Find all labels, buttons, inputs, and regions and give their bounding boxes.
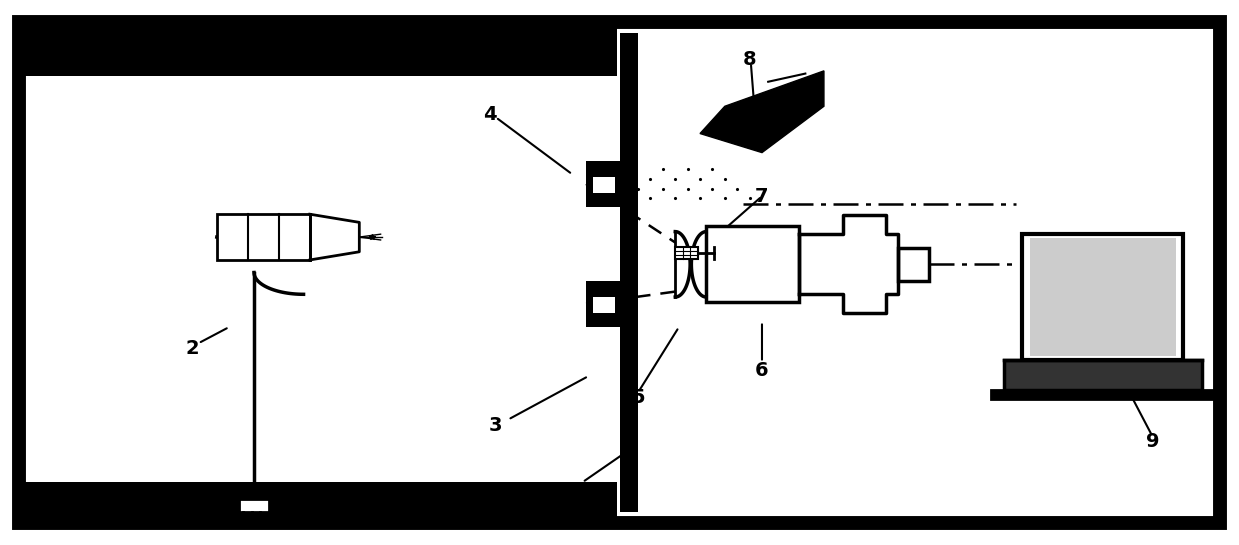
Bar: [217, 214, 310, 260]
Text: 9: 9: [1146, 432, 1158, 451]
Bar: [25, 482, 617, 520]
Text: 4: 4: [483, 105, 496, 124]
Text: 1: 1: [576, 481, 589, 500]
Bar: [586, 281, 620, 327]
Bar: [239, 499, 269, 512]
Bar: [991, 390, 1214, 399]
Bar: [706, 226, 799, 302]
Text: 5: 5: [632, 389, 644, 407]
Text: 3: 3: [489, 416, 502, 434]
Bar: [593, 177, 615, 193]
Bar: [25, 25, 617, 76]
Text: 8: 8: [743, 51, 756, 69]
Bar: [675, 247, 698, 259]
Bar: [1004, 360, 1202, 390]
Bar: [898, 248, 929, 281]
Bar: [1022, 234, 1183, 360]
Text: 2: 2: [186, 340, 198, 358]
Text: 6: 6: [756, 361, 768, 380]
Polygon shape: [700, 71, 824, 153]
Bar: [1030, 238, 1176, 356]
Bar: [593, 297, 615, 313]
Bar: [620, 33, 638, 512]
Bar: [586, 161, 620, 207]
Text: 7: 7: [756, 187, 768, 205]
